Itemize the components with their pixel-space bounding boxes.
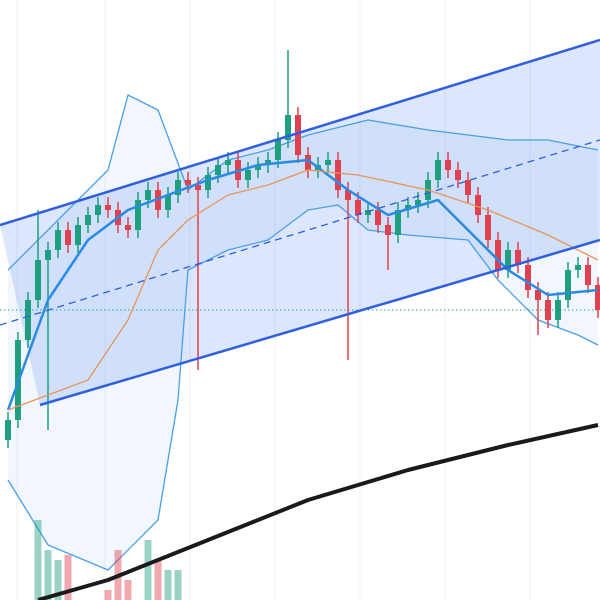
candle-body [285,115,291,140]
candle-body [585,265,591,285]
candle-body [595,285,600,310]
candle-body [375,210,381,225]
candle-body [495,240,501,270]
channel-upper [0,38,600,227]
volume-bar [144,540,152,600]
moving-average [37,423,599,600]
channel-lower [39,238,600,407]
candle-body [215,165,221,175]
volume-bar [34,520,42,600]
candle-body [275,140,281,160]
candle-body [65,230,71,245]
volume-bar [164,570,172,600]
volume-bar [44,550,52,600]
moving-average [6,158,599,411]
candle-body [575,265,581,270]
candle-body [475,195,481,215]
candle-body [245,170,251,180]
volume-bar [54,560,62,600]
candle-body [335,160,341,190]
candle-body [185,180,191,185]
candle-body [455,170,461,180]
candle-body [95,205,101,215]
moving-average [7,169,599,411]
volume-bar [154,560,162,600]
candle-body [295,115,301,155]
candle-body [25,300,31,340]
candle-body [165,195,171,210]
candle-body [205,175,211,190]
candle-body [75,225,81,245]
candle-body [5,420,11,440]
candle-body [515,250,521,265]
candle-body [85,215,91,225]
candle-body [555,300,561,320]
candle-body [415,200,421,205]
volume-bar [124,580,132,600]
candle-body [445,160,451,170]
candle-body [265,160,271,165]
candle-body [405,205,411,210]
candle-body [385,225,391,235]
candle-body [525,265,531,290]
volume-bar [174,570,182,600]
candle-body [305,155,311,170]
candle-body [325,160,331,165]
candle-body [435,160,441,180]
candle-body [465,180,471,195]
candle-body [135,200,141,230]
candle-body [195,185,201,190]
candle-body [255,165,261,170]
candle-body [145,190,151,200]
channel-fill [0,40,600,405]
band-upper [7,94,599,271]
candle-body [535,290,541,300]
candle-body [545,300,551,320]
candle-body [365,210,371,215]
candle-body [395,210,401,235]
band-lower [7,204,599,571]
candle-body [565,270,571,300]
candle-body [345,190,351,200]
candle-body [125,225,131,230]
volume-bar [104,590,112,600]
candle-body [35,260,41,300]
channel-middle [0,139,600,326]
volume-bar [64,555,72,600]
candle-body [485,215,491,240]
candle-body [175,180,181,195]
candle-body [55,230,61,250]
candle-body [355,200,361,215]
candle-body [45,250,51,260]
candle-body [505,250,511,270]
candle-body [105,205,111,210]
candle-body [225,160,231,165]
